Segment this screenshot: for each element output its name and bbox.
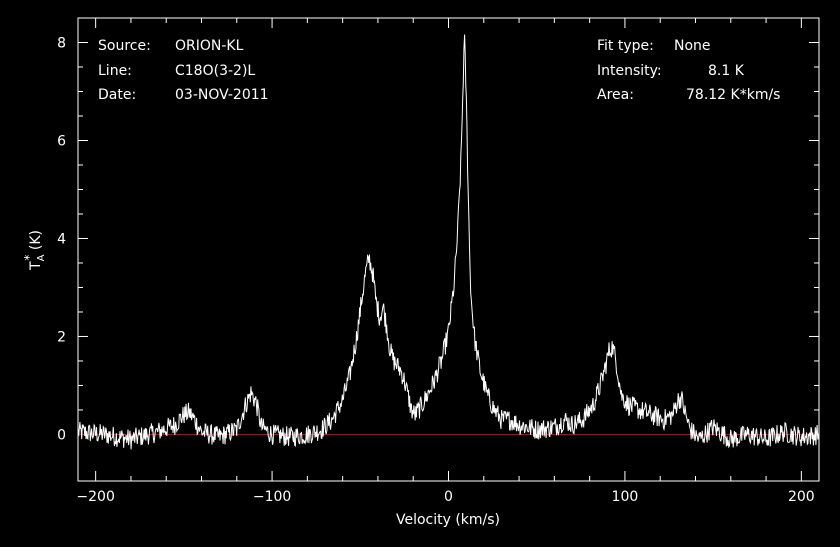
- x-tick-label: 0: [444, 489, 453, 505]
- y-axis-label: TA* (K): [22, 230, 47, 271]
- info-source-value: ORION-KL: [175, 38, 244, 54]
- y-axis-label-subscript: A: [36, 254, 47, 261]
- info-line-value: C18O(3-2)L: [175, 63, 255, 79]
- y-axis-label-unit: (K): [28, 230, 44, 250]
- info-intensity-value: 8.1 K: [708, 63, 745, 79]
- info-fit-type-key: Fit type:: [597, 38, 654, 54]
- y-tick-label: 4: [57, 231, 66, 247]
- y-axis-label-superscript: *: [22, 255, 36, 261]
- info-fit-type-value: None: [674, 38, 711, 54]
- info-area-value: 78.12 K*km/s: [686, 87, 780, 103]
- x-tick-label: 200: [788, 489, 815, 505]
- x-tick-label: 100: [612, 489, 639, 505]
- info-area-key: Area:: [597, 87, 634, 103]
- y-tick-label: 0: [57, 427, 66, 443]
- info-line-key: Line:: [98, 63, 132, 79]
- y-axis-label-symbol: T: [28, 261, 44, 271]
- info-intensity-key: Intensity:: [597, 63, 662, 79]
- x-axis-label: Velocity (km/s): [396, 512, 500, 528]
- info-date-key: Date:: [98, 87, 136, 103]
- svg-text:TA* (K): TA* (K): [22, 230, 47, 271]
- y-tick-label: 2: [57, 329, 66, 345]
- x-tick-label: −200: [76, 489, 114, 505]
- info-date-value: 03-NOV-2011: [175, 87, 269, 103]
- y-tick-label: 6: [57, 133, 66, 149]
- axis-ticks: [78, 18, 819, 481]
- y-tick-label: 8: [57, 35, 66, 51]
- x-tick-label: −100: [253, 489, 291, 505]
- spectrum-line: [77, 34, 820, 450]
- axis-tick-labels: −200 −100 0 100 200 0 2 4 6 8: [57, 35, 815, 505]
- info-source-key: Source:: [98, 38, 151, 54]
